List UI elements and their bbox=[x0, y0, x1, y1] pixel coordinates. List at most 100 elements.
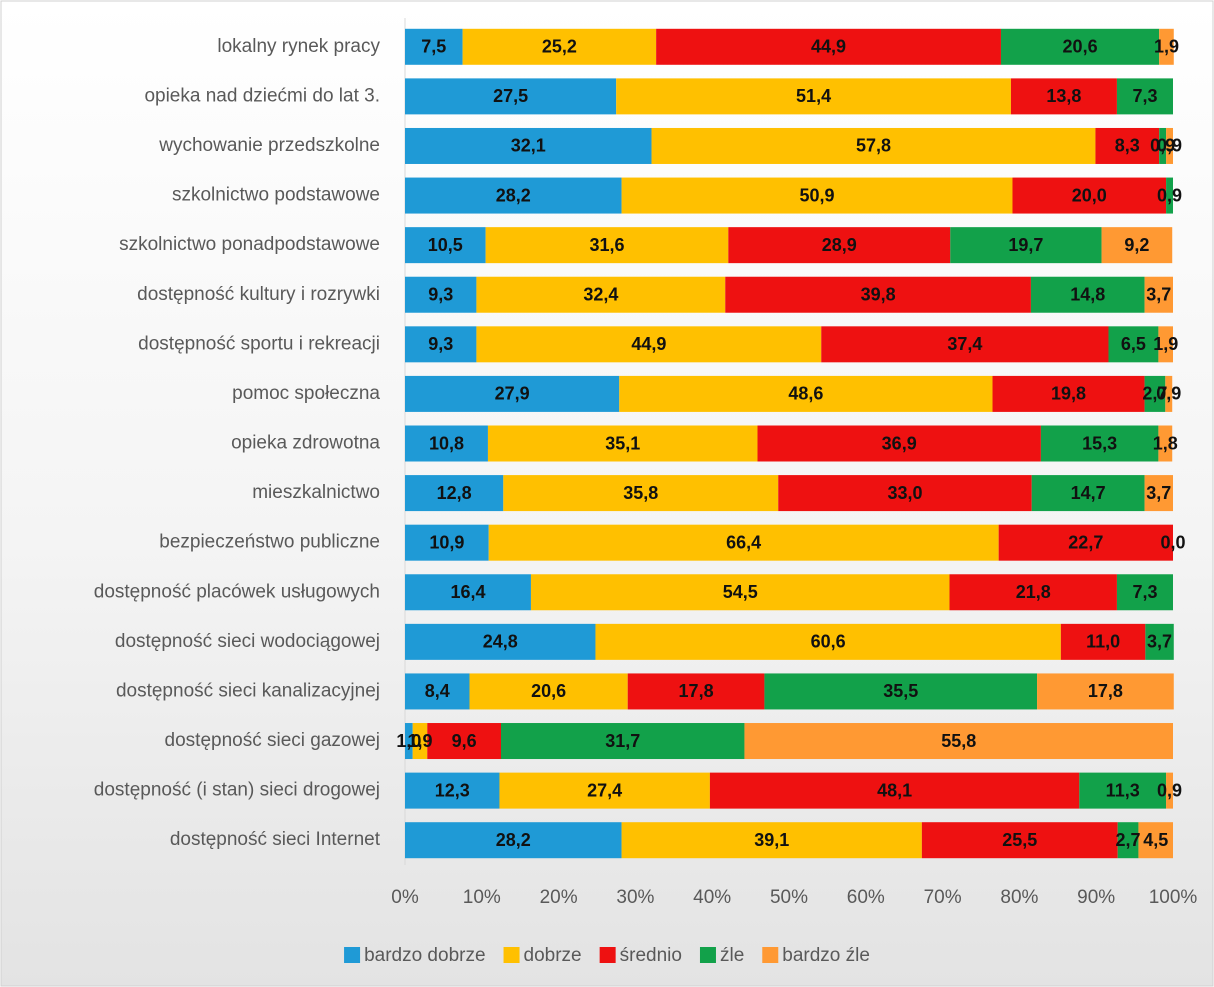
value-label: 57,8 bbox=[856, 136, 891, 156]
category-label: dostępność (i stan) sieci drogowej bbox=[94, 780, 380, 801]
bar-segment bbox=[476, 276, 726, 313]
value-label: 66,4 bbox=[726, 532, 761, 552]
value-label: 10,5 bbox=[428, 235, 463, 255]
value-label: 28,2 bbox=[496, 185, 531, 205]
value-label: 4,5 bbox=[1143, 830, 1168, 850]
bar-segment bbox=[1145, 623, 1174, 660]
legend-label: źle bbox=[720, 945, 744, 966]
value-label: 20,0 bbox=[1072, 185, 1107, 205]
value-label: 19,7 bbox=[1008, 235, 1043, 255]
value-label: 39,8 bbox=[861, 284, 896, 304]
bar-segment bbox=[621, 822, 922, 859]
legend-label: bardzo dobrze bbox=[364, 945, 485, 966]
value-label: 25,2 bbox=[542, 37, 577, 57]
value-label: 12,3 bbox=[435, 780, 470, 800]
value-label: 20,6 bbox=[531, 681, 566, 701]
bar-segment bbox=[656, 28, 1001, 65]
category-label: dostępność placówek usługowych bbox=[94, 581, 380, 602]
category-label: dostępność sieci wodociągowej bbox=[115, 631, 380, 652]
bar-segment bbox=[476, 326, 822, 363]
bar-segment bbox=[1144, 276, 1173, 313]
bar-segment bbox=[1138, 822, 1173, 859]
value-label: 11,0 bbox=[1086, 632, 1120, 652]
category-label: dostępność kultury i rozrywki bbox=[137, 284, 380, 305]
category-label: bezpieczeństwo publiczne bbox=[159, 532, 380, 553]
bar-segment bbox=[1108, 326, 1159, 363]
bar-segment bbox=[499, 772, 710, 809]
x-tick-label: 90% bbox=[1077, 887, 1115, 908]
value-label: 44,9 bbox=[631, 334, 666, 354]
bar-segment bbox=[616, 78, 1011, 115]
bar-segment bbox=[405, 673, 470, 710]
bar-segment bbox=[412, 723, 428, 760]
category-label: opieka nad dziećmi do lat 3. bbox=[144, 85, 380, 106]
value-label: 44,9 bbox=[811, 37, 846, 57]
bar-segment bbox=[485, 227, 729, 264]
value-label: 32,4 bbox=[583, 284, 618, 304]
value-label: 39,1 bbox=[754, 830, 789, 850]
legend-swatch bbox=[503, 947, 520, 963]
value-label: 8,4 bbox=[425, 681, 450, 701]
value-label: 48,6 bbox=[788, 384, 823, 404]
bar-segment bbox=[530, 574, 950, 611]
value-label: 35,1 bbox=[605, 433, 640, 453]
value-label: 55,8 bbox=[941, 731, 976, 751]
value-label: 1,9 bbox=[407, 731, 432, 751]
value-label: 35,5 bbox=[883, 681, 918, 701]
category-label: dostępność sieci Internet bbox=[170, 829, 381, 850]
bar-segment bbox=[405, 276, 477, 313]
bar-segment bbox=[405, 772, 500, 809]
value-label: 12,8 bbox=[437, 483, 472, 503]
bar-segment bbox=[1037, 673, 1174, 710]
bar-segment bbox=[1117, 822, 1139, 859]
value-label: 0,0 bbox=[1160, 532, 1185, 552]
value-label: 7,3 bbox=[1132, 86, 1157, 106]
bar-segment bbox=[405, 78, 617, 115]
bar-segment bbox=[427, 723, 501, 760]
bar-segment bbox=[1158, 425, 1173, 462]
legend-swatch bbox=[344, 947, 361, 963]
value-label: 11,3 bbox=[1106, 780, 1140, 800]
category-label: dostępność sieci gazowej bbox=[165, 730, 380, 751]
bar-segment bbox=[1166, 772, 1173, 809]
bar-segment bbox=[462, 28, 657, 65]
category-label: szkolnictwo ponadpodstawowe bbox=[119, 234, 380, 255]
bar-segment bbox=[405, 524, 489, 561]
value-label: 8,3 bbox=[1115, 136, 1140, 156]
value-label: 54,5 bbox=[723, 582, 758, 602]
bar-segment bbox=[1159, 28, 1174, 65]
value-label: 10,8 bbox=[429, 433, 464, 453]
value-label: 37,4 bbox=[947, 334, 982, 354]
legend-label: dobrze bbox=[524, 945, 582, 966]
legend-label: bardzo źle bbox=[782, 945, 870, 966]
value-label: 3,7 bbox=[1146, 284, 1171, 304]
x-tick-label: 30% bbox=[616, 887, 654, 908]
category-label: opieka zdrowotna bbox=[231, 433, 380, 454]
value-label: 27,4 bbox=[587, 780, 622, 800]
bar-segment bbox=[949, 574, 1117, 611]
value-label: 17,8 bbox=[1088, 681, 1123, 701]
bar-segment bbox=[1166, 127, 1173, 164]
value-label: 9,3 bbox=[428, 334, 453, 354]
bar-segment bbox=[503, 475, 779, 512]
legend-label: średnio bbox=[620, 945, 682, 966]
bar-segment bbox=[405, 28, 463, 65]
bar-segment bbox=[1095, 127, 1160, 164]
value-label: 0,9 bbox=[1157, 780, 1182, 800]
bar-segment bbox=[1144, 375, 1166, 412]
bar-segment bbox=[1166, 177, 1173, 214]
bar-segment bbox=[595, 623, 1061, 660]
x-tick-label: 10% bbox=[463, 887, 501, 908]
bar-segment bbox=[487, 425, 758, 462]
bar-segment bbox=[469, 673, 628, 710]
value-label: 51,4 bbox=[796, 86, 831, 106]
category-label: pomoc społeczna bbox=[232, 383, 380, 404]
bar-segment bbox=[998, 524, 1173, 561]
value-label: 16,4 bbox=[450, 582, 485, 602]
value-label: 0,9 bbox=[1157, 136, 1182, 156]
value-label: 27,9 bbox=[495, 384, 530, 404]
value-label: 20,6 bbox=[1063, 37, 1098, 57]
bar-segment bbox=[1144, 475, 1173, 512]
category-label: dostępność sportu i rekreacji bbox=[138, 333, 380, 354]
value-label: 50,9 bbox=[800, 185, 835, 205]
